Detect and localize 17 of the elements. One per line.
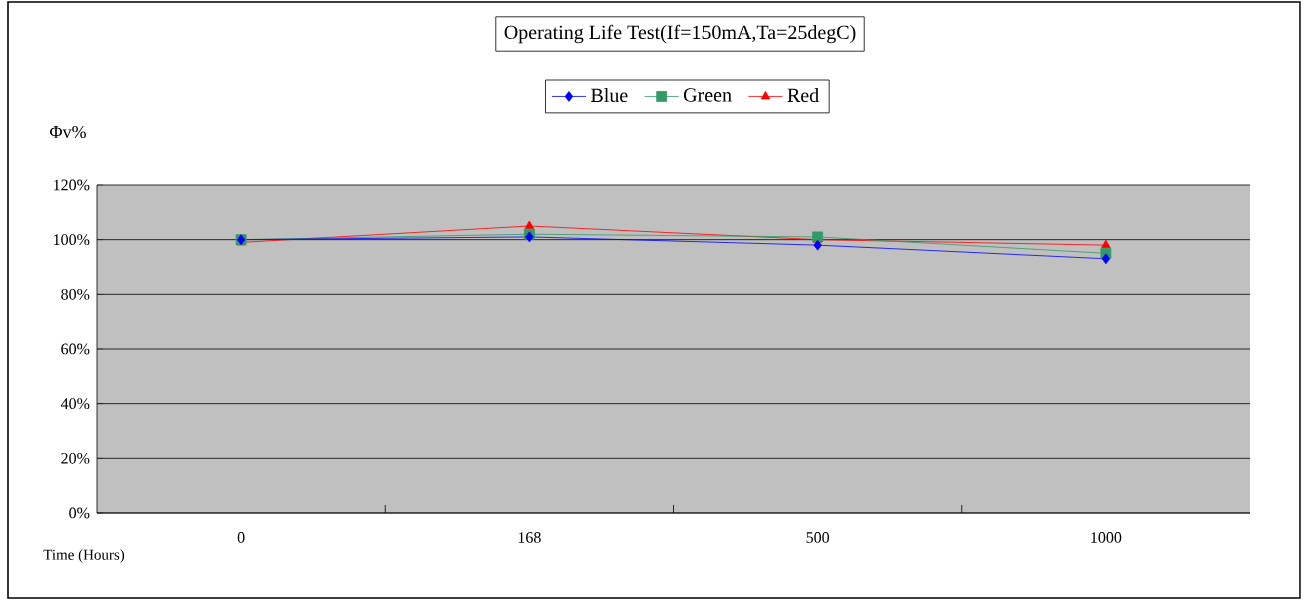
y-tick-label: 20% <box>61 452 90 464</box>
chart-title: Operating Life Test(If=150mA,Ta=25degC) <box>504 24 856 44</box>
x-tick-label: 1000 <box>1091 532 1122 543</box>
legend-label: Blue <box>591 87 628 103</box>
y-tick-label: 80% <box>61 288 90 300</box>
x-tick-label: 0 <box>237 532 245 543</box>
x-axis-title: Time (Hours) <box>43 549 125 563</box>
y-tick-label: 40% <box>60 398 90 410</box>
legend-label: Green <box>683 88 732 102</box>
y-axis-title: Φv% <box>49 125 86 139</box>
y-tick-label: 60% <box>61 343 90 355</box>
y-tick-label: 0% <box>69 507 90 519</box>
y-tick-label: 100% <box>54 234 90 246</box>
x-tick-label: 168 <box>518 532 541 543</box>
y-tick-label: 120% <box>54 179 90 191</box>
x-tick-label: 500 <box>806 532 830 543</box>
legend-label: Red <box>787 87 819 103</box>
